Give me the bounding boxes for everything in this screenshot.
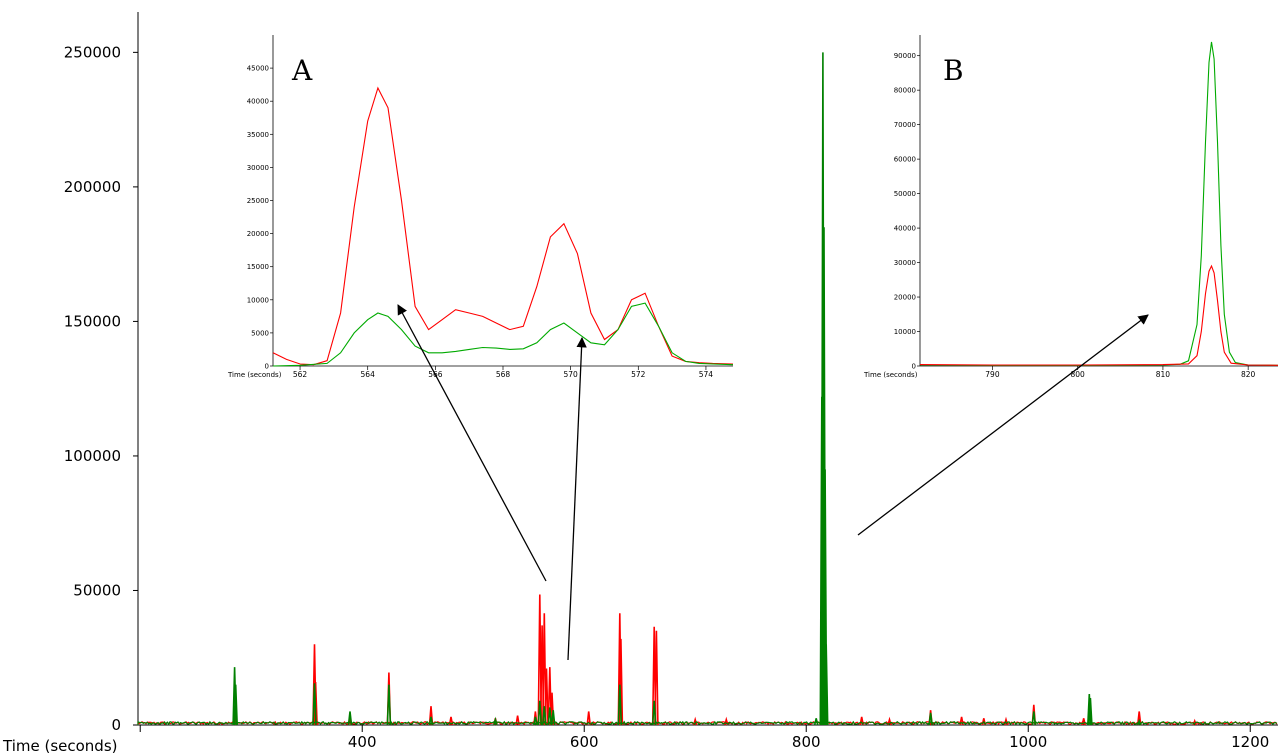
inset-label: A — [291, 54, 313, 87]
inset-background — [862, 30, 1278, 385]
inset-x-tick-label: 562 — [293, 370, 308, 379]
inset-label: B — [943, 54, 964, 87]
y-tick-label: 200000 — [64, 178, 121, 196]
y-tick-label: 50000 — [73, 581, 121, 599]
green-peak — [386, 684, 392, 726]
green-peak — [493, 716, 498, 726]
green-peak — [1087, 694, 1092, 726]
red-peak — [313, 681, 318, 726]
red-series-line — [919, 264, 1278, 366]
red-peak — [586, 711, 591, 726]
inset-y-tick-label: 40000 — [247, 98, 269, 106]
inset-y-tick-label: 20000 — [894, 294, 916, 302]
inset-y-tick-label: 70000 — [894, 121, 916, 129]
inset-y-tick-label: 0 — [265, 363, 269, 371]
inset-chart-a: 0 5000 10000 15000 20000 25000 30000 35000 40000… — [226, 30, 740, 385]
inset-x-axis-label: Time (seconds) — [227, 371, 282, 379]
inset-x-tick-label: 820 — [1241, 370, 1256, 379]
y-tick-label: 0 — [111, 716, 121, 734]
green-peak — [1088, 698, 1093, 726]
inset-x-tick-label: 570 — [563, 370, 578, 379]
inset-y-tick-label: 30000 — [894, 259, 916, 267]
inset-y-tick-label: 60000 — [894, 156, 916, 164]
x-tick-label: 400 — [348, 733, 377, 751]
inset-y-tick-label: 50000 — [894, 190, 916, 198]
red-series-line — [272, 86, 734, 366]
green-peak — [822, 469, 828, 726]
red-peak — [1136, 711, 1142, 726]
inset-y-tick-label: 25000 — [247, 197, 269, 205]
inset-y-tick-label: 80000 — [894, 87, 916, 95]
green-peak — [347, 711, 353, 726]
green-peak — [542, 706, 547, 726]
inset-x-tick-label: 790 — [985, 370, 1000, 379]
green-peak — [233, 684, 238, 726]
x-tick-label: 800 — [792, 733, 821, 751]
x-tick-label: 600 — [570, 733, 599, 751]
inset-y-tick-label: 45000 — [247, 65, 269, 73]
green-peak — [533, 716, 538, 726]
inset-y-tick-label: 35000 — [247, 131, 269, 139]
inset-x-tick-label: 810 — [1156, 370, 1171, 379]
y-tick-label: 150000 — [64, 312, 121, 330]
red-peak — [654, 630, 659, 726]
inset-y-tick-label: 40000 — [894, 225, 916, 233]
green-peak — [1031, 711, 1037, 726]
inset-x-tick-label: 574 — [699, 370, 714, 379]
inset-y-tick-label: 30000 — [247, 164, 269, 172]
green-peak — [1136, 718, 1142, 726]
green-series-baseline — [137, 720, 1278, 726]
inset-y-tick-label: 5000 — [251, 329, 269, 337]
y-tick-label: 250000 — [64, 43, 121, 61]
green-peak — [823, 644, 829, 726]
inset-x-tick-label: 800 — [1071, 370, 1086, 379]
inset-y-tick-label: 15000 — [247, 263, 269, 271]
inset-y-tick-label: 0 — [912, 363, 916, 371]
inset-x-tick-label: 572 — [631, 370, 646, 379]
green-series-line — [272, 302, 734, 367]
inset-x-tick-label: 568 — [496, 370, 511, 379]
green-peak — [537, 700, 543, 726]
x-tick-label: 1000 — [1009, 733, 1047, 751]
annotation-arrows — [397, 304, 1149, 661]
annotation-arrow — [567, 336, 587, 661]
green-peak — [617, 684, 623, 726]
inset-x-tick-label: 564 — [361, 370, 376, 379]
green-peak — [428, 716, 434, 726]
inset-y-tick-label: 10000 — [894, 328, 916, 336]
inset-y-tick-label: 90000 — [894, 52, 916, 60]
green-peak — [651, 700, 657, 726]
red-peak — [515, 715, 520, 726]
green-peak — [928, 712, 933, 726]
green-peak — [312, 683, 317, 726]
x-tick-label: 1200 — [1231, 733, 1269, 751]
inset-y-tick-label: 20000 — [247, 230, 269, 238]
green-peak — [547, 707, 553, 726]
inset-chart-b: 0 10000 20000 30000 40000 50000 60000 70000 8000… — [862, 30, 1278, 385]
inset-y-tick-label: 10000 — [247, 296, 269, 304]
green-peak — [813, 718, 819, 726]
inset-background — [226, 30, 740, 385]
y-tick-label: 100000 — [64, 447, 121, 465]
annotation-arrow — [397, 304, 547, 582]
green-peak — [550, 710, 556, 726]
red-peak — [544, 668, 549, 726]
annotation-arrow — [857, 314, 1149, 536]
x-axis-label: Time (seconds) — [2, 737, 118, 755]
inset-x-axis-label: Time (seconds) — [863, 371, 918, 379]
